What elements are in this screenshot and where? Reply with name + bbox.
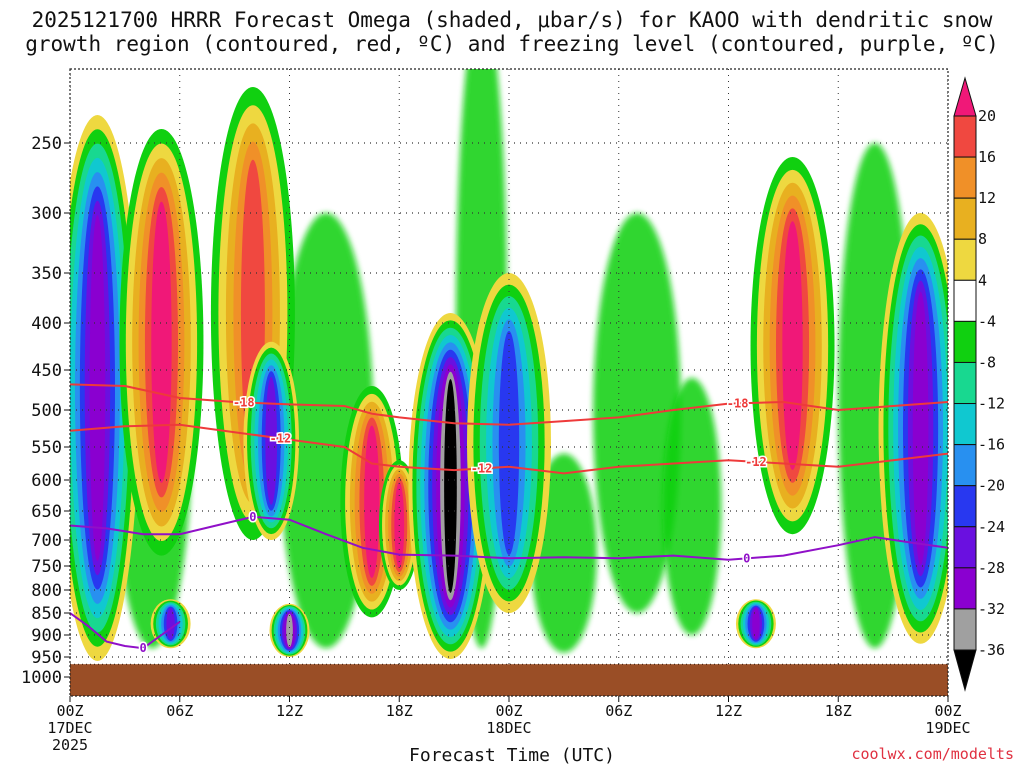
omega-feature-12-band-7	[912, 291, 929, 565]
colorbar-label: -16	[978, 436, 1005, 454]
omega-feature-9-band-5	[498, 330, 520, 556]
colorbar-label: -12	[978, 395, 1005, 413]
colorbar-label: -4	[978, 312, 996, 330]
contour-label: -18	[233, 395, 255, 409]
y-tick-label: 950	[31, 648, 62, 668]
omega-feature-1-band-5	[151, 201, 172, 483]
colorbar-label: -28	[978, 559, 1005, 577]
x-tick-label: 00Z	[56, 702, 83, 720]
contour-label: -12	[471, 461, 493, 475]
contour-line-3	[70, 612, 181, 650]
omega-feature-8-band-9	[444, 379, 457, 593]
y-tick-label: 450	[31, 361, 62, 381]
colorbar-swatch	[953, 238, 977, 281]
y-tick-label: 750	[31, 557, 62, 577]
y-tick-label: 650	[31, 502, 62, 522]
x-tick-label: 12Z	[715, 702, 742, 720]
colorbar-swatch	[953, 361, 977, 405]
colorbar-swatch	[953, 444, 977, 487]
colorbar-label: 4	[978, 271, 987, 289]
contour-label: 0	[140, 641, 147, 655]
colorbar-label: -20	[978, 477, 1005, 495]
omega-feature-0-band-7	[89, 214, 106, 562]
contour-label: -18	[727, 396, 749, 410]
y-tick-label: 550	[31, 438, 62, 458]
colorbar-swatch	[953, 526, 977, 569]
omega-feature-5-band-8	[286, 613, 293, 648]
y-tick-label: 600	[31, 471, 62, 491]
colorbar-label: 12	[978, 189, 996, 207]
x-tick-date: 17DEC	[47, 719, 92, 737]
x-axis-title: Forecast Time (UTC)	[409, 745, 615, 766]
x-tick-label: 06Z	[166, 702, 193, 720]
colorbar-swatch	[953, 320, 977, 363]
y-tick-label: 250	[31, 134, 62, 154]
contour-label: -12	[270, 431, 292, 445]
colorbar-label: 16	[978, 148, 996, 166]
colorbar-arrow-top	[953, 76, 977, 117]
colorbar-swatch	[953, 279, 977, 322]
contour-label: 0	[743, 551, 750, 565]
colorbar-label: -36	[978, 641, 1005, 659]
y-tick-label: 900	[31, 626, 62, 646]
contour-line-1	[70, 423, 948, 475]
y-tick-label: 800	[31, 581, 62, 601]
y-tick-label: 1000	[21, 668, 62, 688]
colorbar-swatch	[953, 567, 977, 610]
y-tick-label: 300	[31, 204, 62, 224]
title-line-2: growth region (contoured, red, ºC) and f…	[25, 32, 999, 56]
colorbar-arrow-bottom	[953, 649, 977, 692]
colorbar-label: -24	[978, 518, 1005, 536]
contour-line-0	[70, 383, 948, 426]
omega-feature-4-band-6	[265, 377, 278, 505]
x-tick-date: 18DEC	[486, 719, 531, 737]
colorbar-label: -8	[978, 353, 996, 371]
contour-label: 0	[249, 510, 256, 524]
omega-feature-6-band-5	[364, 425, 380, 578]
x-tick-label: 00Z	[934, 702, 961, 720]
colorbar-swatch	[953, 403, 977, 446]
colorbar-label: -32	[978, 600, 1005, 618]
y-tick-label: 500	[31, 401, 62, 421]
colorbar-swatch	[953, 485, 977, 528]
omega-weak-band	[662, 378, 722, 635]
y-tick-label: 350	[31, 264, 62, 284]
x-tick-label: 12Z	[276, 702, 303, 720]
contour-line-2	[70, 515, 948, 561]
x-tick-label: 18Z	[386, 702, 413, 720]
omega-feature-11-band-5	[782, 221, 803, 470]
x-tick-label: 06Z	[605, 702, 632, 720]
x-tick-date: 19DEC	[925, 719, 970, 737]
y-tick-label: 700	[31, 531, 62, 551]
terrain-band	[70, 664, 948, 696]
x-tick-label: 18Z	[825, 702, 852, 720]
credit-link[interactable]: coolwx.com/modelts	[851, 745, 1014, 763]
colorbar-label: 8	[978, 230, 987, 248]
colorbar-swatch	[953, 197, 977, 240]
y-tick-label: 400	[31, 314, 62, 334]
omega-feature-2-band-6	[166, 607, 175, 640]
chart-title: 2025121700 HRRR Forecast Omega (shaded, …	[0, 8, 1024, 56]
contour-label: -12	[745, 455, 767, 469]
colorbar-swatch	[953, 608, 977, 651]
title-line-1: 2025121700 HRRR Forecast Omega (shaded, …	[31, 8, 993, 32]
x-tick-year: 2025	[52, 736, 88, 754]
x-tick-label: 00Z	[495, 702, 522, 720]
omega-feature-10-band-7	[752, 608, 760, 640]
omega-weak-band	[593, 213, 681, 613]
colorbar-swatch	[953, 156, 977, 199]
colorbar-label: 20	[978, 107, 996, 125]
y-tick-label: 850	[31, 604, 62, 624]
colorbar-swatch	[953, 115, 977, 158]
